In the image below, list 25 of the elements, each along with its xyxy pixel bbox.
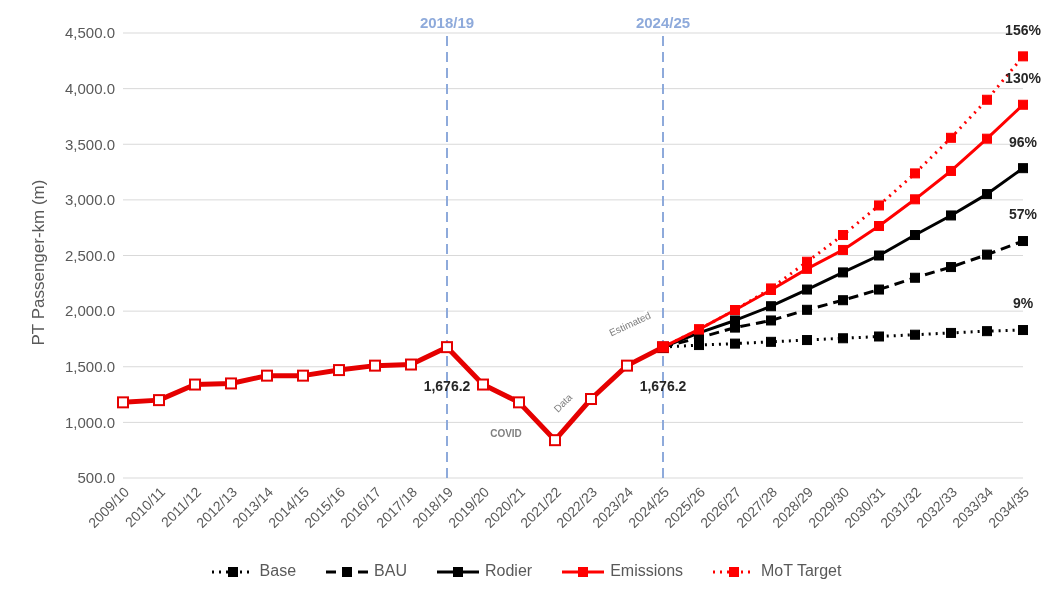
ref-line-label: 2018/19 [419,14,475,31]
annotation: 9% [1012,295,1034,312]
y-tick-label: 500.0 [77,469,115,487]
annotation: 156% [1005,21,1042,38]
annotation: 1,676.2 [423,378,471,395]
legend-label: MoT Target [760,562,842,580]
annotation: 1,676.2 [639,378,687,395]
y-tick-label: 1,000.0 [64,413,115,431]
y-tick-label: 1,500.0 [64,358,115,376]
y-tick-label: 4,000.0 [64,79,115,97]
y-tick-label: 3,000.0 [64,191,115,209]
legend-label: Emissions [609,562,684,580]
legend-label: Base [258,562,297,580]
annotation: COVID [490,427,522,439]
y-tick-label: 2,500.0 [64,246,115,264]
y-tick-label: 2,000.0 [64,302,115,320]
ref-line-label: 2024/25 [635,14,691,31]
y-tick-label: 3,500.0 [64,135,115,153]
y-tick-label: 4,500.0 [64,24,115,42]
legend-label: BAU [373,562,407,580]
annotation: 96% [1008,133,1038,150]
annotation: 130% [1005,70,1042,87]
annotation: 57% [1008,206,1038,223]
legend-label: Rodier [484,562,533,580]
y-axis-title: PT Passenger-km (m) [29,179,49,346]
